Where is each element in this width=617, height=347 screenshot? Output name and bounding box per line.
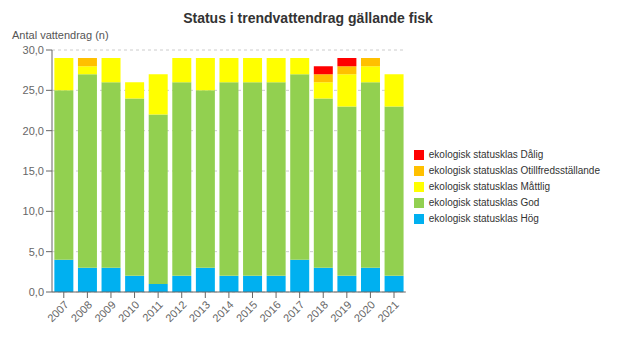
svg-text:2012: 2012	[163, 298, 189, 324]
html-text:ekologisk statusklas Dålig: ekologisk statusklas Dålig	[428, 149, 544, 160]
svg-text:5,0: 5,0	[29, 246, 44, 258]
html-text:ekologisk statusklas Måttlig: ekologisk statusklas Måttlig	[428, 181, 550, 192]
svg-text:2019: 2019	[328, 298, 354, 324]
svg-text:2015: 2015	[234, 298, 260, 324]
svg-text:2017: 2017	[281, 298, 307, 324]
svg-text:2020: 2020	[352, 298, 378, 324]
html-text:Status i trendvattendrag gälla: Status i trendvattendrag gällande fisk	[183, 10, 433, 26]
svg-text:2013: 2013	[186, 298, 212, 324]
svg-text:2009: 2009	[92, 298, 118, 324]
svg-text:2008: 2008	[69, 298, 95, 324]
svg-text:2011: 2011	[140, 298, 165, 323]
svg-text:2018: 2018	[304, 298, 330, 324]
svg-text:2010: 2010	[116, 298, 142, 324]
svg-text:2016: 2016	[257, 298, 283, 324]
svg-text:2007: 2007	[45, 298, 71, 324]
svg-text:25,0: 25,0	[23, 84, 44, 96]
html-text:ekologisk statusklas God: ekologisk statusklas God	[428, 197, 540, 208]
svg-text:15,0: 15,0	[23, 165, 44, 177]
svg-text:2021: 2021	[375, 298, 401, 324]
svg-text:2014: 2014	[210, 298, 236, 324]
svg-text:0,0: 0,0	[29, 286, 44, 298]
svg-text:20,0: 20,0	[23, 125, 44, 137]
html-text:ekologisk statusklas Hög: ekologisk statusklas Hög	[428, 213, 539, 224]
svg-text:30,0: 30,0	[23, 44, 44, 56]
html-text:ekologisk statusklas Otillfred: ekologisk statusklas Otillfredsställande	[428, 165, 600, 176]
svg-text:10,0: 10,0	[23, 205, 44, 217]
html-text:Antal vattendrag (n): Antal vattendrag (n)	[12, 29, 109, 41]
